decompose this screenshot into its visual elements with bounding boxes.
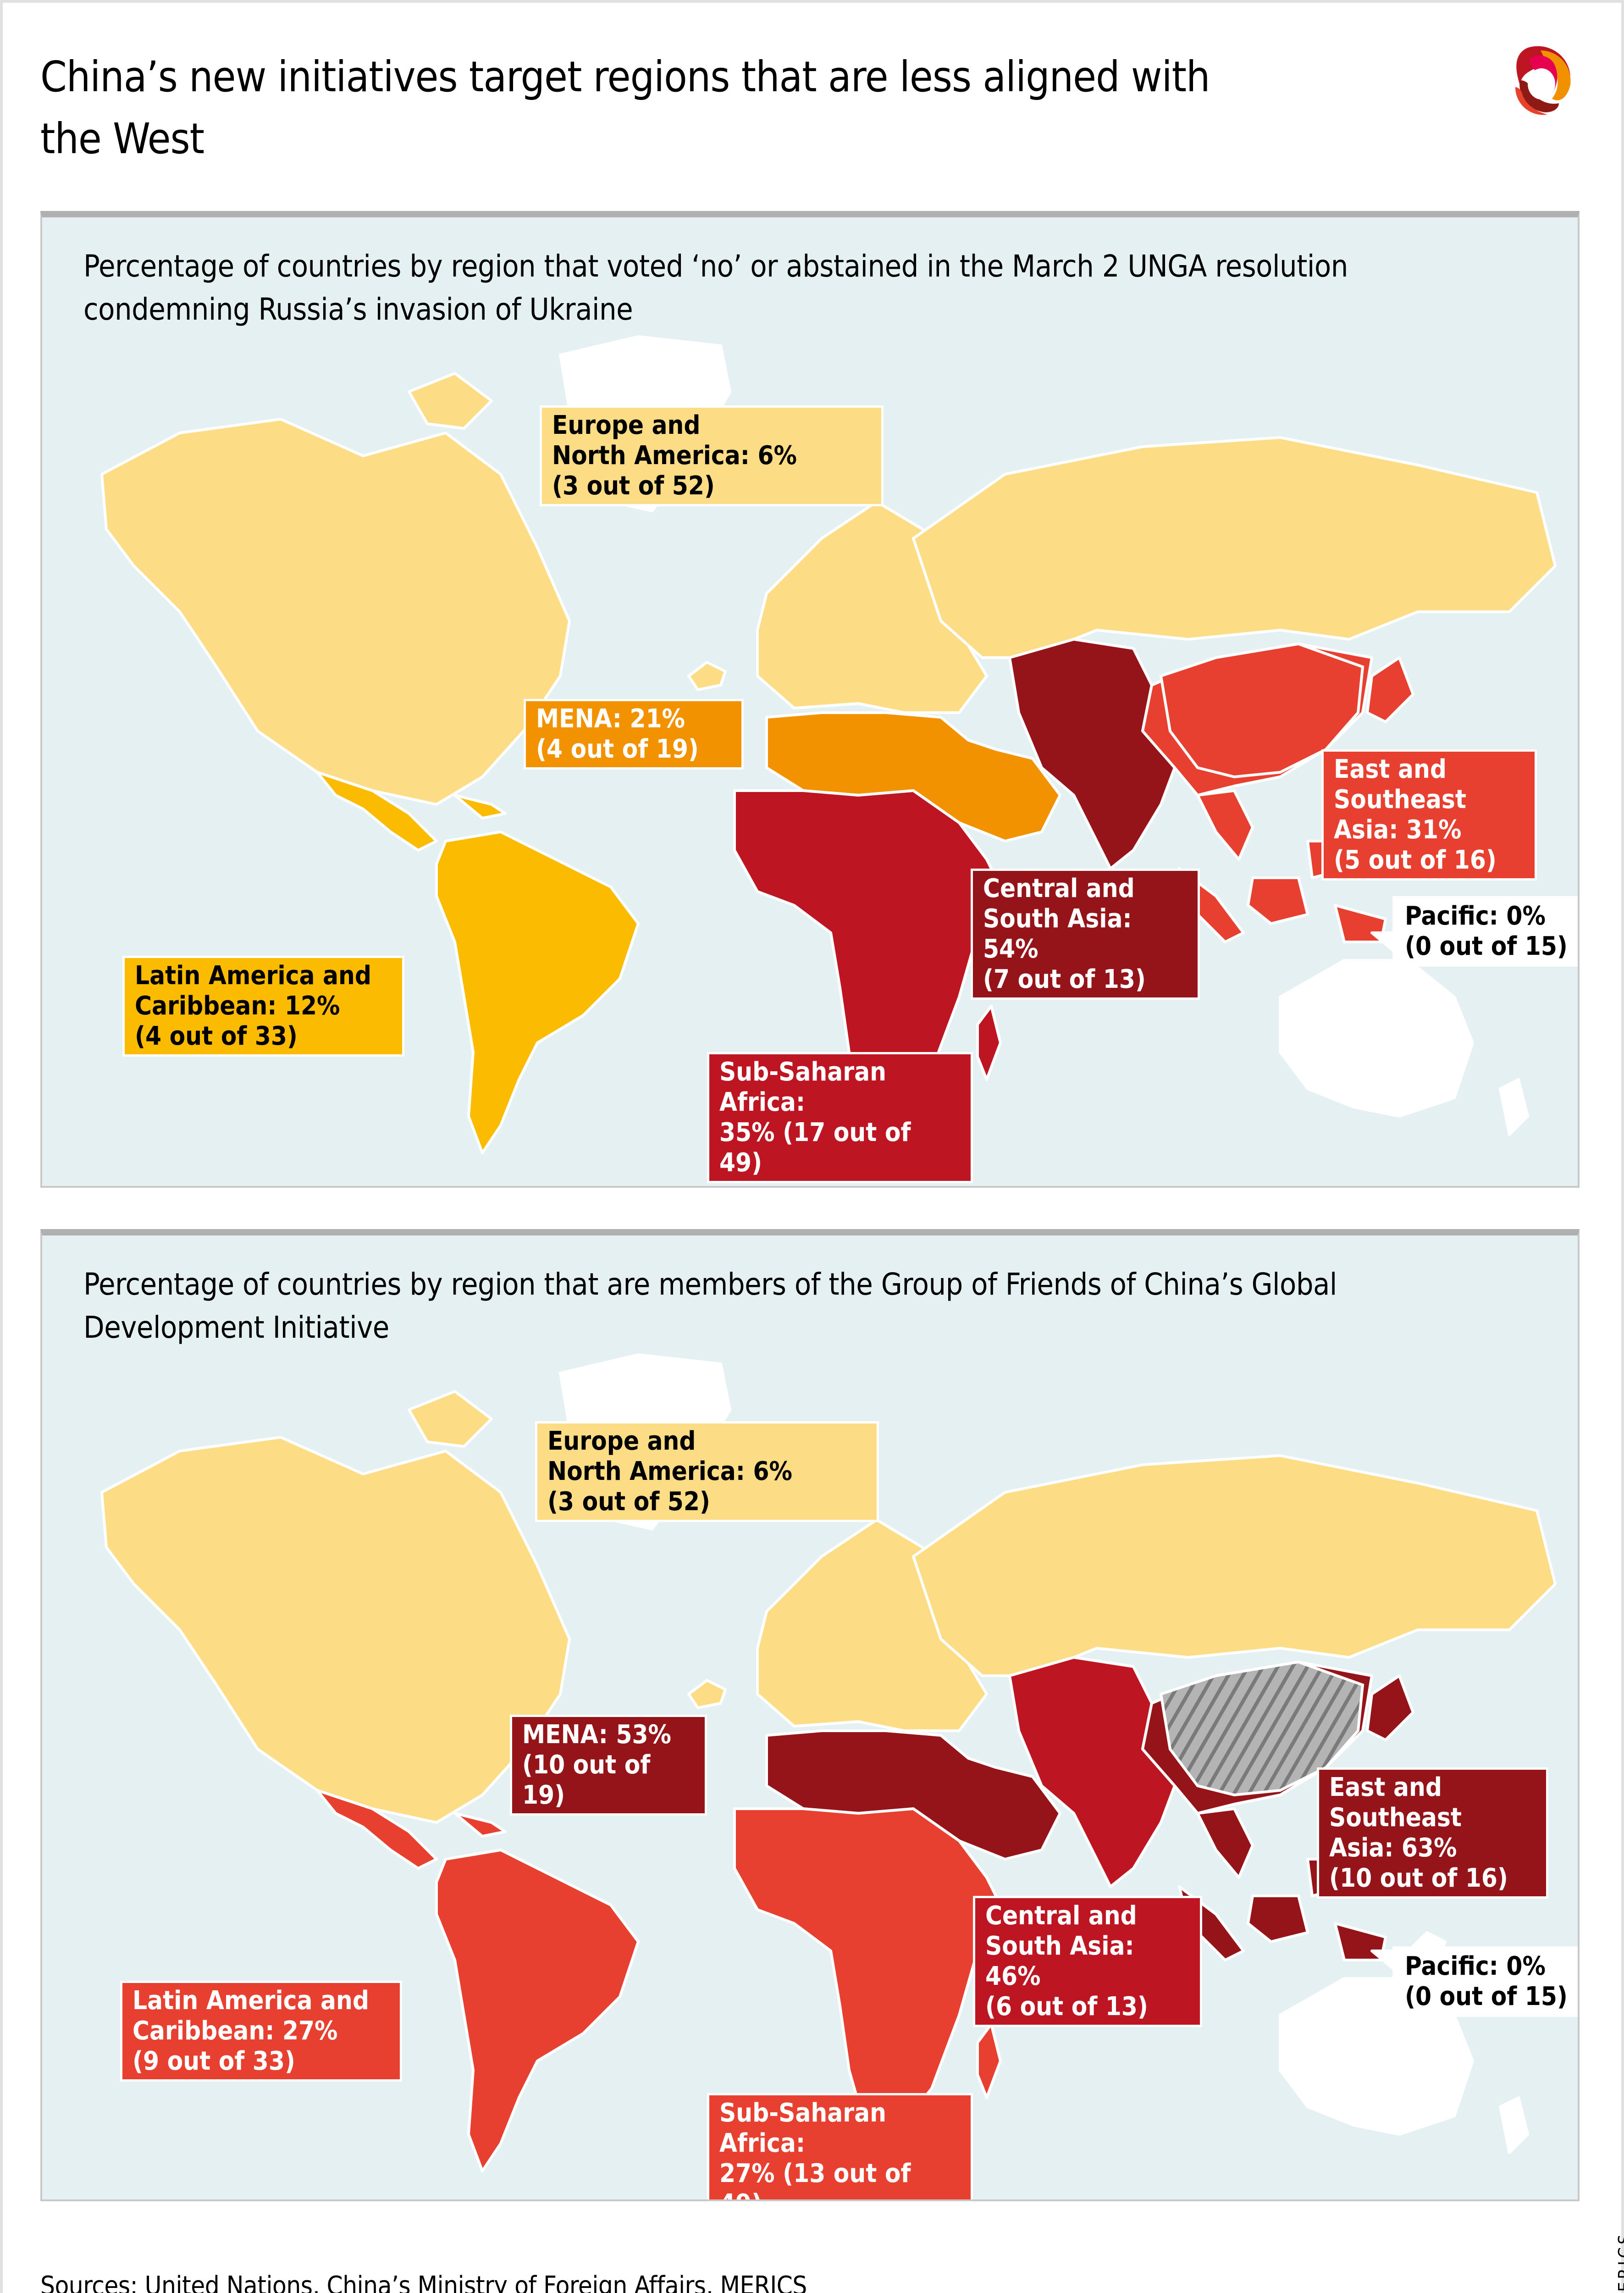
- country-shape: [687, 1679, 727, 1709]
- region-europe-na: [100, 372, 1557, 806]
- region-label-csa: Central and South Asia: 54% (7 out of 13…: [971, 869, 1200, 1000]
- logo-ribbon-pink: [1529, 55, 1558, 94]
- country-shape: [1008, 638, 1176, 870]
- logo-hole: [1528, 68, 1555, 100]
- country-shape: [316, 1789, 438, 1870]
- country-shape: [453, 794, 507, 820]
- country-shape: [687, 661, 727, 691]
- region-latam: [316, 771, 640, 1154]
- region-csa: [1008, 638, 1176, 870]
- country-shape: [1196, 1807, 1254, 1879]
- region-europe-na: [100, 1390, 1557, 1824]
- country-shape: [1366, 1674, 1414, 1741]
- region-label-mena: MENA: 53% (10 out of 19): [510, 1715, 707, 1816]
- region-label-latam: Latin America and Caribbean: 12% (4 out …: [122, 956, 404, 1057]
- country-shape: [976, 1005, 1002, 1081]
- country-shape: [1366, 656, 1414, 723]
- country-shape: [435, 1849, 640, 2172]
- region-label-europe-na: Europe and North America: 6% (3 out of 5…: [540, 405, 884, 506]
- region-label-csa: Central and South Asia: 46% (6 out of 13…: [973, 1896, 1202, 2027]
- region-csa: [1008, 1656, 1176, 1888]
- panel-subtitle: Percentage of countries by region that a…: [83, 1267, 1337, 1345]
- country-shape: [100, 1436, 571, 1824]
- country-shape: [976, 2023, 1002, 2099]
- region-label-mena: MENA: 21% (4 out of 19): [524, 699, 744, 770]
- country-shape: [1279, 1977, 1474, 2136]
- country-shape: [1247, 1894, 1309, 1943]
- country-shape: [408, 372, 493, 430]
- region-label-ssa: Sub-Saharan Africa: 35% (17 out of 49): [707, 1052, 973, 1183]
- country-shape: [316, 771, 438, 852]
- country-shape: [408, 1390, 493, 1448]
- region-label-esa: East and Southeast Asia: 31% (5 out of 1…: [1321, 749, 1537, 881]
- region-latam: [316, 1789, 640, 2172]
- country-shape: [453, 1812, 507, 1838]
- region-ssa: [733, 1807, 1006, 2136]
- country-shape: [1499, 2096, 1529, 2154]
- country-shape: [435, 831, 640, 1154]
- region-label-latam: Latin America and Caribbean: 27% (9 out …: [120, 1981, 402, 2082]
- copyright-note: © MERICS: [1591, 2232, 1624, 2293]
- region-label-europe-na: Europe and North America: 6% (3 out of 5…: [535, 1421, 879, 1522]
- country-shape: [1247, 876, 1309, 925]
- region-label-pacific: Pacific: 0% (0 out of 15): [1392, 896, 1578, 967]
- region-label-ssa: Sub-Saharan Africa: 27% (13 out of 49): [707, 2093, 973, 2199]
- panel-unga-vote: Percentage of countries by region that v…: [40, 211, 1580, 1188]
- country-shape: [100, 418, 571, 806]
- merics-logo-icon: [1515, 46, 1571, 115]
- logo-ribbon-vermilion: [1515, 87, 1547, 115]
- region-label-pacific: Pacific: 0% (0 out of 15): [1392, 1946, 1578, 2017]
- country-shape: [1279, 959, 1474, 1118]
- country-shape: [1499, 1078, 1529, 1136]
- sources-note: Sources: United Nations, China’s Ministr…: [40, 2271, 807, 2293]
- region-label-esa: East and Southeast Asia: 63% (10 out of …: [1317, 1767, 1548, 1899]
- panel-gdi-membership: Percentage of countries by region that a…: [40, 1229, 1580, 2201]
- world-map: [42, 1235, 1578, 2199]
- country-shape: [1008, 1656, 1176, 1888]
- page-title: China’s new initiatives target regions t…: [40, 52, 1210, 163]
- country-shape: [1196, 789, 1254, 861]
- panel-subtitle: Percentage of countries by region that v…: [83, 249, 1348, 327]
- copyright-text: © MERICS: [1615, 2232, 1624, 2293]
- country-shape: [733, 1807, 1006, 2136]
